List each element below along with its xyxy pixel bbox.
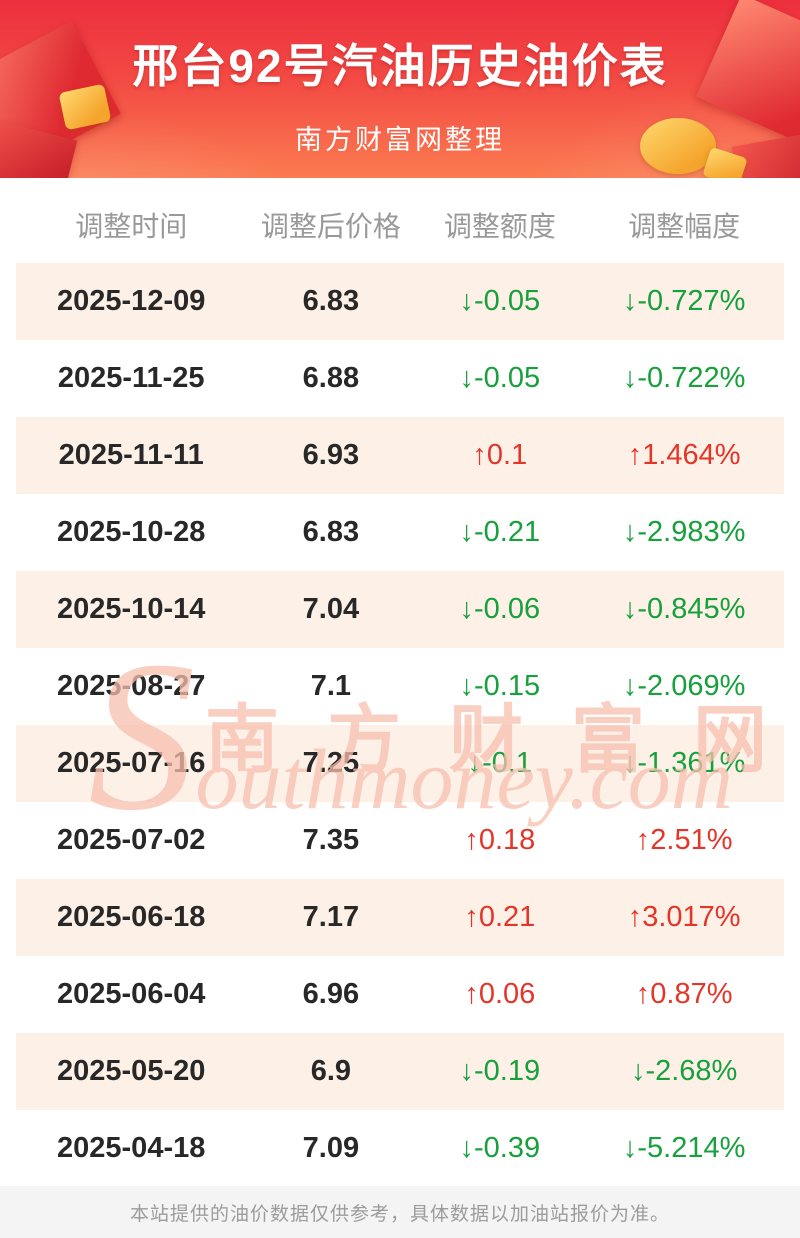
date-cell: 2025-04-18	[57, 1132, 206, 1164]
price-cell: 6.96	[302, 978, 360, 1010]
table-row: 2025-12-09 6.83 ↓-0.05 ↓-0.727%	[16, 263, 784, 340]
percent-cell: ↓-0.727%	[622, 285, 746, 317]
change-cell: ↓-0.19	[459, 1055, 541, 1087]
table-row: 2025-05-20 6.9 ↓-0.19 ↓-2.68%	[16, 1033, 784, 1110]
date-cell: 2025-12-09	[57, 285, 206, 317]
percent-cell: ↑1.464%	[627, 439, 741, 471]
price-cell: 7.09	[302, 1132, 360, 1164]
percent-cell: ↑0.87%	[635, 978, 733, 1010]
disclaimer-text: 本站提供的油价数据仅供参考，具体数据以加油站报价为准。	[129, 1203, 670, 1225]
price-cell: 6.83	[302, 285, 360, 317]
price-cell: 6.88	[302, 362, 360, 394]
change-cell: ↓-0.1	[467, 747, 533, 779]
page-header: 邢台92号汽油历史油价表 南方财富网整理	[0, 0, 800, 178]
date-cell: 2025-05-20	[57, 1055, 206, 1087]
change-cell: ↓-0.05	[459, 362, 541, 394]
date-cell: 2025-10-28	[57, 516, 206, 548]
percent-cell: ↓-5.214%	[622, 1132, 746, 1164]
change-cell: ↓-0.06	[459, 593, 541, 625]
column-header-change: 调整额度	[443, 210, 556, 242]
table-row: 2025-07-02 7.35 ↑0.18 ↑2.51%	[16, 802, 784, 879]
page-subtitle: 南方财富网整理	[295, 125, 505, 155]
column-header-price: 调整后价格	[260, 210, 401, 242]
change-cell: ↑0.18	[464, 824, 536, 856]
table-row: 2025-11-25 6.88 ↓-0.05 ↓-0.722%	[16, 340, 784, 417]
percent-cell: ↓-0.845%	[622, 593, 746, 625]
change-cell: ↓-0.39	[459, 1132, 541, 1164]
change-cell: ↓-0.21	[459, 516, 541, 548]
price-cell: 7.35	[302, 824, 360, 856]
change-cell: ↑0.21	[464, 901, 536, 933]
change-cell: ↑0.1	[472, 439, 528, 471]
page-title: 邢台92号汽油历史油价表	[132, 40, 668, 92]
change-cell: ↑0.06	[464, 978, 536, 1010]
date-cell: 2025-11-25	[57, 362, 205, 394]
date-cell: 2025-11-11	[58, 439, 204, 471]
price-cell: 6.9	[310, 1055, 352, 1087]
percent-cell: ↓-1.361%	[622, 747, 746, 779]
percent-cell: ↓-0.722%	[622, 362, 746, 394]
change-cell: ↓-0.05	[459, 285, 541, 317]
gold-coin-icon-right	[640, 118, 716, 174]
disclaimer-footer: 本站提供的油价数据仅供参考，具体数据以加油站报价为准。	[0, 1186, 800, 1238]
table-row: 2025-10-14 7.04 ↓-0.06 ↓-0.845%	[16, 571, 784, 648]
percent-cell: ↑3.017%	[627, 901, 741, 933]
table-row: 2025-08-27 7.1 ↓-0.15 ↓-2.069%	[16, 648, 784, 725]
percent-cell: ↓-2.983%	[622, 516, 746, 548]
table-row: 2025-11-11 6.93 ↑0.1 ↑1.464%	[16, 417, 784, 494]
table-header-row: 调整时间 调整后价格 调整额度 调整幅度	[16, 186, 784, 263]
change-cell: ↓-0.15	[459, 670, 541, 702]
percent-cell: ↑2.51%	[635, 824, 733, 856]
price-cell: 6.93	[302, 439, 360, 471]
table-row: 2025-04-18 7.09 ↓-0.39 ↓-5.214%	[16, 1110, 784, 1187]
price-cell: 7.17	[302, 901, 360, 933]
price-cell: 7.1	[310, 670, 352, 702]
column-header-date: 调整时间	[75, 210, 188, 242]
percent-cell: ↓-2.68%	[630, 1055, 738, 1087]
table-row: 2025-06-04 6.96 ↑0.06 ↑0.87%	[16, 956, 784, 1033]
table-row: 2025-07-16 7.25 ↓-0.1 ↓-1.361%	[16, 725, 784, 802]
oil-price-table: 调整时间 调整后价格 调整额度 调整幅度 2025-12-09 6.83 ↓-0…	[16, 186, 784, 1187]
date-cell: 2025-07-16	[57, 747, 206, 779]
price-cell: 6.83	[302, 516, 360, 548]
date-cell: 2025-08-27	[57, 670, 206, 702]
price-cell: 7.25	[302, 747, 360, 779]
date-cell: 2025-06-18	[57, 901, 206, 933]
date-cell: 2025-10-14	[57, 593, 206, 625]
date-cell: 2025-07-02	[57, 824, 206, 856]
percent-cell: ↓-2.069%	[622, 670, 746, 702]
date-cell: 2025-06-04	[57, 978, 206, 1010]
table-row: 2025-10-28 6.83 ↓-0.21 ↓-2.983%	[16, 494, 784, 571]
price-cell: 7.04	[302, 593, 360, 625]
table-row: 2025-06-18 7.17 ↑0.21 ↑3.017%	[16, 879, 784, 956]
column-header-percent: 调整幅度	[628, 210, 741, 242]
